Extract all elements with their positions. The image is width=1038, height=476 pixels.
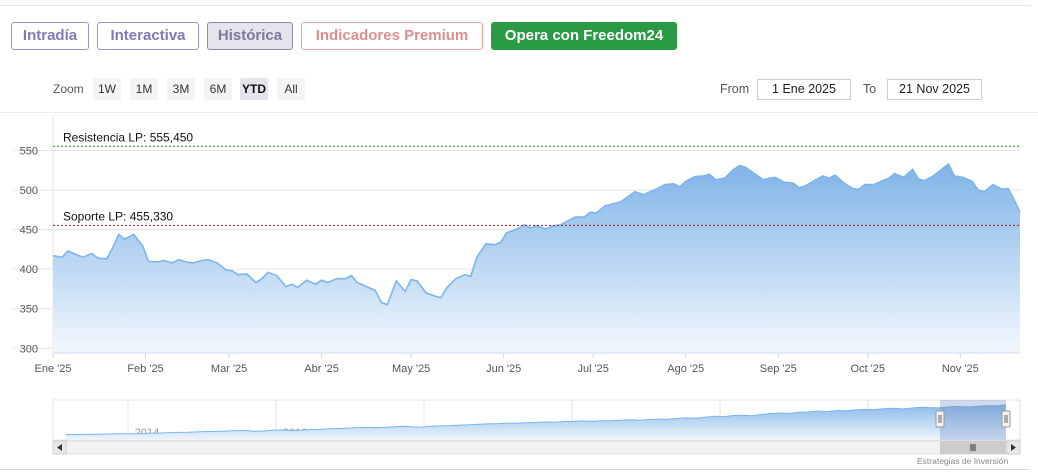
price-line [52, 162, 1021, 306]
navigator-handle[interactable] [1001, 410, 1011, 428]
credit-label: Estrategias de Inversión [917, 456, 1009, 466]
top-divider [0, 5, 1030, 6]
zoom-3m-button[interactable]: 3M [167, 78, 195, 100]
navigator-selection[interactable] [940, 400, 1006, 440]
y-tick-label: 550 [20, 146, 38, 158]
tab-intradia[interactable]: Intradía [11, 22, 89, 50]
x-tick-label: Jun '25 [486, 363, 521, 375]
zoom-1w-button[interactable]: 1W [93, 78, 121, 100]
tab-interactiva[interactable]: Interactiva [97, 22, 199, 50]
from-label: From [720, 82, 750, 96]
x-tick-label: May '25 [392, 363, 430, 375]
tab-indicadores-premium[interactable]: Indicadores Premium [301, 22, 483, 50]
navigator-handle[interactable] [935, 410, 945, 428]
y-axis: 300 350 400 450 500 550 [20, 146, 38, 356]
plot-lines: Resistencia LP: 555,450 Soporte LP: 455,3… [53, 130, 1020, 226]
toolbar-divider [0, 112, 1038, 113]
zoom-label: Zoom [53, 82, 84, 96]
plot-line-label: Soporte LP: 455,330 [63, 209, 173, 223]
zoom-6m-button[interactable]: 6M [204, 78, 232, 100]
x-tick-label: Mar '25 [211, 363, 247, 375]
zoom-1m-button[interactable]: 1M [130, 78, 158, 100]
x-tick-label: Abr '25 [304, 363, 339, 375]
navigator[interactable]: 201420162018202020222024 [52, 399, 1021, 455]
to-date-input[interactable]: 21 Nov 2025 [887, 79, 982, 100]
y-tick-label: 500 [20, 185, 38, 197]
x-tick-label: Jul '25 [577, 363, 608, 375]
y-tick-label: 450 [20, 225, 38, 237]
x-tick-label: Feb '25 [127, 363, 163, 375]
navigator-handle-body[interactable] [1001, 410, 1011, 428]
x-tick-label: Ago '25 [667, 363, 704, 375]
navigator-scrollbar-track[interactable] [52, 440, 1021, 455]
y-tick-label: 300 [20, 343, 38, 355]
plot-line-label: Resistencia LP: 555,450 [63, 130, 193, 144]
x-tick-label: Ene '25 [35, 363, 72, 375]
x-tick-label: Oct '25 [851, 363, 886, 375]
tab-historica[interactable]: Histórica [207, 22, 293, 50]
from-date-input[interactable]: 1 Ene 2025 [757, 79, 851, 100]
opera-freedom24-button[interactable]: Opera con Freedom24 [491, 22, 677, 50]
y-tick-label: 400 [20, 264, 38, 276]
navigator-handle-body[interactable] [935, 410, 945, 428]
chevron-left-icon [57, 444, 62, 451]
zoom-ytd-button[interactable]: YTD [240, 78, 268, 100]
to-label: To [863, 82, 877, 96]
x-axis: Ene '25 Feb '25 Mar '25 Abr '25 May '25 Jun '… [35, 352, 1020, 375]
x-tick-label: Sep '25 [760, 363, 797, 375]
zoom-all-button[interactable]: All [277, 78, 305, 100]
chevron-right-icon [1011, 444, 1016, 451]
navigator-line [65, 404, 1007, 436]
price-area [53, 164, 1020, 353]
y-tick-label: 350 [20, 304, 38, 316]
bottom-divider [0, 469, 1030, 470]
x-tick-label: Nov '25 [942, 363, 979, 375]
